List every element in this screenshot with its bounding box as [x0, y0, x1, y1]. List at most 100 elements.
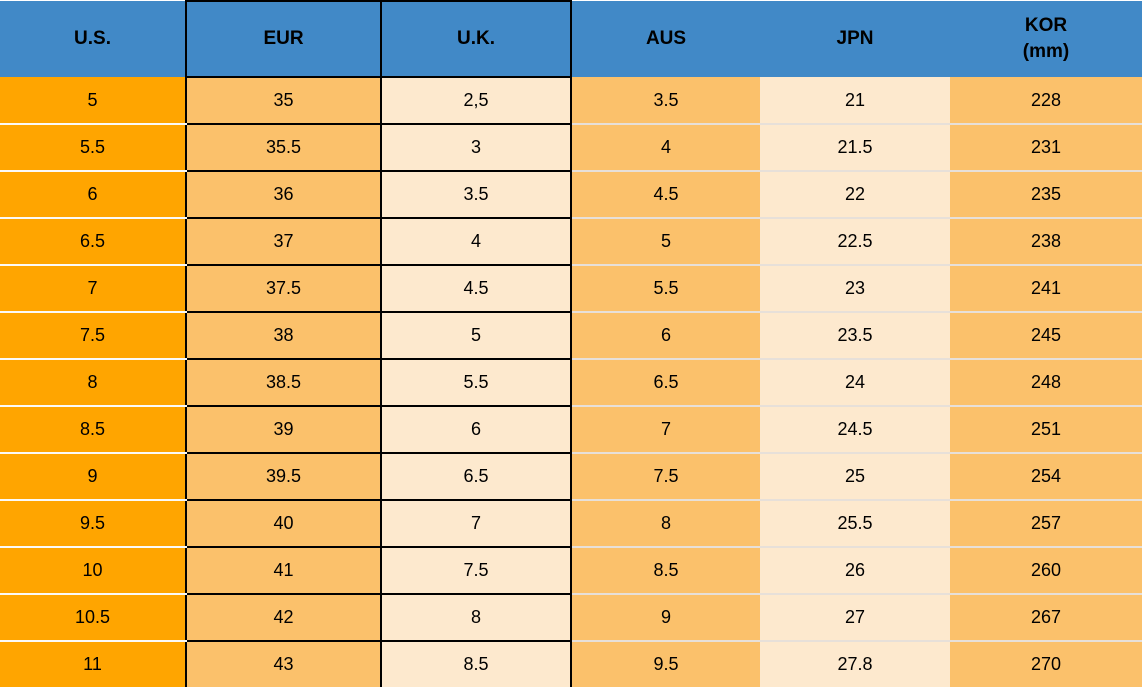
- cell-uk: 3.5: [380, 170, 572, 219]
- table-row: 8.5 39 6 7 24.5 251: [0, 405, 1142, 454]
- cell-us: 5: [0, 77, 186, 125]
- cell-us: 7: [0, 265, 186, 313]
- cell-kor: 251: [950, 406, 1142, 454]
- header-row: U.S. EUR U.K. AUS JPN KOR (mm): [0, 0, 1142, 78]
- cell-jpn: 27: [760, 594, 950, 642]
- cell-kor: 267: [950, 594, 1142, 642]
- cell-jpn: 26: [760, 547, 950, 595]
- cell-us: 8: [0, 359, 186, 407]
- cell-uk: 7: [380, 499, 572, 548]
- cell-eur: 43: [185, 640, 382, 687]
- cell-kor: 245: [950, 312, 1142, 360]
- cell-uk: 5.5: [380, 358, 572, 407]
- column-header-eur: EUR: [185, 0, 382, 78]
- cell-us: 6: [0, 171, 186, 219]
- column-header-label: U.K.: [457, 28, 495, 50]
- column-header-label: KOR: [1024, 15, 1068, 37]
- cell-jpn: 23: [760, 265, 950, 313]
- column-header-uk: U.K.: [380, 0, 572, 78]
- cell-us: 9.5: [0, 500, 186, 548]
- cell-jpn: 24: [760, 359, 950, 407]
- cell-us: 10: [0, 547, 186, 595]
- cell-jpn: 21.5: [760, 124, 950, 172]
- cell-aus: 9: [571, 594, 760, 642]
- cell-kor: 231: [950, 124, 1142, 172]
- cell-aus: 8.5: [571, 547, 760, 595]
- cell-jpn: 21: [760, 77, 950, 125]
- column-header-us: U.S.: [0, 1, 186, 77]
- cell-us: 8.5: [0, 406, 186, 454]
- cell-aus: 6: [571, 312, 760, 360]
- cell-kor: 228: [950, 77, 1142, 125]
- column-header-label: AUS: [645, 28, 687, 50]
- cell-eur: 35.5: [185, 123, 382, 172]
- cell-aus: 9.5: [571, 641, 760, 687]
- table-row: 5 35 2,5 3.5 21 228: [0, 76, 1142, 125]
- cell-kor: 248: [950, 359, 1142, 407]
- column-header-label: JPN: [836, 28, 874, 50]
- cell-uk: 8.5: [380, 640, 572, 687]
- cell-kor: 241: [950, 265, 1142, 313]
- cell-aus: 6.5: [571, 359, 760, 407]
- cell-jpn: 22.5: [760, 218, 950, 266]
- cell-eur: 37.5: [185, 264, 382, 313]
- cell-jpn: 23.5: [760, 312, 950, 360]
- cell-aus: 5.5: [571, 265, 760, 313]
- column-header-jpn: JPN: [760, 1, 950, 77]
- cell-eur: 37: [185, 217, 382, 266]
- cell-eur: 39.5: [185, 452, 382, 501]
- table-row: 7.5 38 5 6 23.5 245: [0, 311, 1142, 360]
- table-row: 9 39.5 6.5 7.5 25 254: [0, 452, 1142, 501]
- column-header-label: U.S.: [74, 28, 111, 50]
- cell-uk: 8: [380, 593, 572, 642]
- cell-us: 9: [0, 453, 186, 501]
- cell-us: 7.5: [0, 312, 186, 360]
- cell-jpn: 25.5: [760, 500, 950, 548]
- cell-aus: 3.5: [571, 77, 760, 125]
- cell-aus: 7.5: [571, 453, 760, 501]
- cell-uk: 2,5: [380, 76, 572, 125]
- column-header-label: EUR: [263, 28, 304, 50]
- column-header-aus: AUS: [571, 1, 760, 77]
- cell-us: 10.5: [0, 594, 186, 642]
- cell-kor: 260: [950, 547, 1142, 595]
- cell-kor: 270: [950, 641, 1142, 687]
- cell-eur: 42: [185, 593, 382, 642]
- table-row: 10 41 7.5 8.5 26 260: [0, 546, 1142, 595]
- column-header-kor: KOR (mm): [950, 1, 1142, 77]
- cell-uk: 6: [380, 405, 572, 454]
- cell-eur: 39: [185, 405, 382, 454]
- cell-kor: 235: [950, 171, 1142, 219]
- cell-kor: 254: [950, 453, 1142, 501]
- cell-eur: 40: [185, 499, 382, 548]
- cell-us: 11: [0, 641, 186, 687]
- cell-uk: 4: [380, 217, 572, 266]
- table-row: 11 43 8.5 9.5 27.8 270: [0, 640, 1142, 687]
- column-header-sublabel: (mm): [1022, 41, 1070, 62]
- cell-uk: 3: [380, 123, 572, 172]
- cell-uk: 7.5: [380, 546, 572, 595]
- cell-kor: 238: [950, 218, 1142, 266]
- cell-uk: 4.5: [380, 264, 572, 313]
- cell-jpn: 22: [760, 171, 950, 219]
- cell-eur: 36: [185, 170, 382, 219]
- cell-jpn: 25: [760, 453, 950, 501]
- cell-aus: 8: [571, 500, 760, 548]
- cell-aus: 4: [571, 124, 760, 172]
- table-row: 6 36 3.5 4.5 22 235: [0, 170, 1142, 219]
- cell-us: 6.5: [0, 218, 186, 266]
- table-row: 7 37.5 4.5 5.5 23 241: [0, 264, 1142, 313]
- cell-eur: 38.5: [185, 358, 382, 407]
- table-row: 6.5 37 4 5 22.5 238: [0, 217, 1142, 266]
- cell-us: 5.5: [0, 124, 186, 172]
- cell-eur: 38: [185, 311, 382, 360]
- table-row: 9.5 40 7 8 25.5 257: [0, 499, 1142, 548]
- cell-aus: 5: [571, 218, 760, 266]
- cell-eur: 41: [185, 546, 382, 595]
- cell-uk: 5: [380, 311, 572, 360]
- table-row: 8 38.5 5.5 6.5 24 248: [0, 358, 1142, 407]
- table-row: 10.5 42 8 9 27 267: [0, 593, 1142, 642]
- cell-uk: 6.5: [380, 452, 572, 501]
